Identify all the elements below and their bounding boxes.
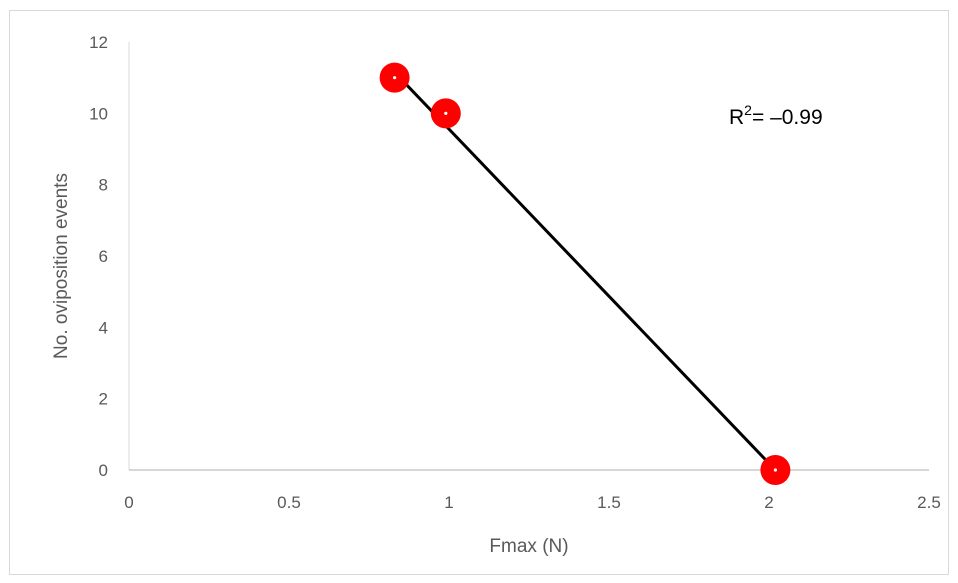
r-squared-annotation: R2= –0.99 (729, 102, 823, 129)
x-tick-label: 2.5 (917, 493, 941, 512)
r-symbol: R (729, 106, 744, 129)
y-tick-label: 2 (99, 390, 108, 409)
axes (128, 42, 929, 471)
data-point-center (444, 111, 448, 115)
x-axis-title: Fmax (N) (489, 536, 568, 557)
y-tick-label: 0 (99, 461, 108, 480)
trendline-group (393, 70, 777, 472)
x-tick-labels: 0 0.5 1 1.5 2 2.5 (124, 493, 941, 512)
y-tick-label: 12 (89, 33, 108, 52)
y-tick-label: 4 (99, 318, 108, 337)
r-value: = –0.99 (752, 106, 823, 129)
y-tick-label: 8 (99, 176, 108, 195)
trendline (393, 70, 777, 472)
data-points (379, 62, 791, 485)
r-superscript: 2 (744, 102, 752, 118)
y-tick-labels: 0 2 4 6 8 10 12 (89, 33, 108, 480)
x-tick-label: 2 (764, 493, 773, 512)
x-tick-label: 1.5 (597, 493, 621, 512)
y-axis-title: No. oviposition events (51, 173, 72, 359)
x-tick-label: 0.5 (277, 493, 301, 512)
x-tick-label: 0 (124, 493, 133, 512)
chart-frame (9, 10, 949, 575)
data-point-center (393, 76, 397, 80)
x-tick-label: 1 (444, 493, 453, 512)
data-point-center (773, 468, 778, 472)
y-tick-label: 10 (89, 104, 108, 123)
y-tick-label: 6 (99, 247, 108, 266)
